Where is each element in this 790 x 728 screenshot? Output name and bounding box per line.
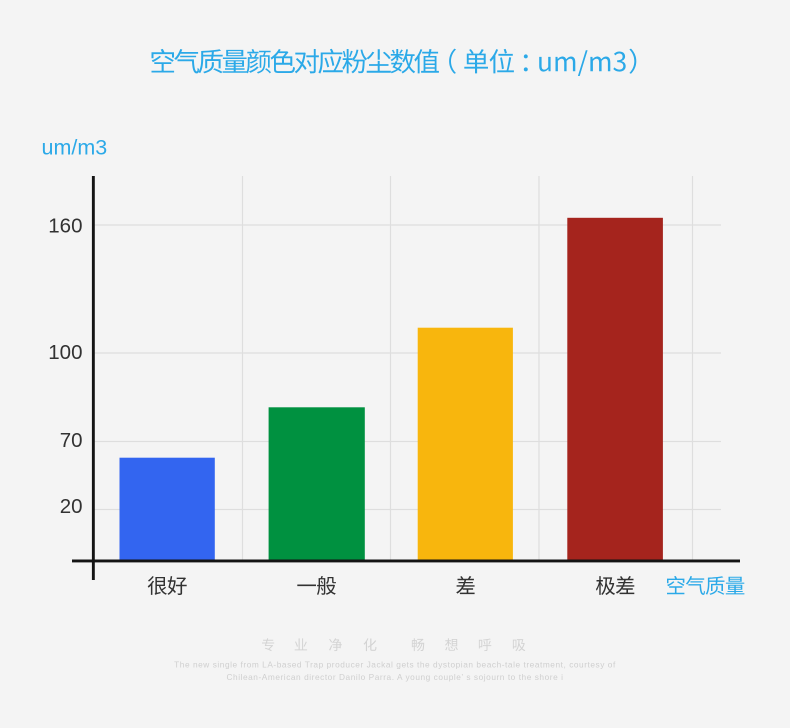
svg-text:um/m3: um/m3 bbox=[42, 136, 108, 160]
svg-text:70: 70 bbox=[60, 429, 83, 452]
svg-text:100: 100 bbox=[48, 341, 82, 364]
svg-text:The new single from LA-based T: The new single from LA-based Trap produc… bbox=[174, 660, 616, 670]
svg-text:Chilean-American director Dani: Chilean-American director Danilo Parra. … bbox=[226, 672, 563, 682]
svg-text:160: 160 bbox=[48, 215, 82, 238]
svg-text:20: 20 bbox=[60, 495, 83, 518]
